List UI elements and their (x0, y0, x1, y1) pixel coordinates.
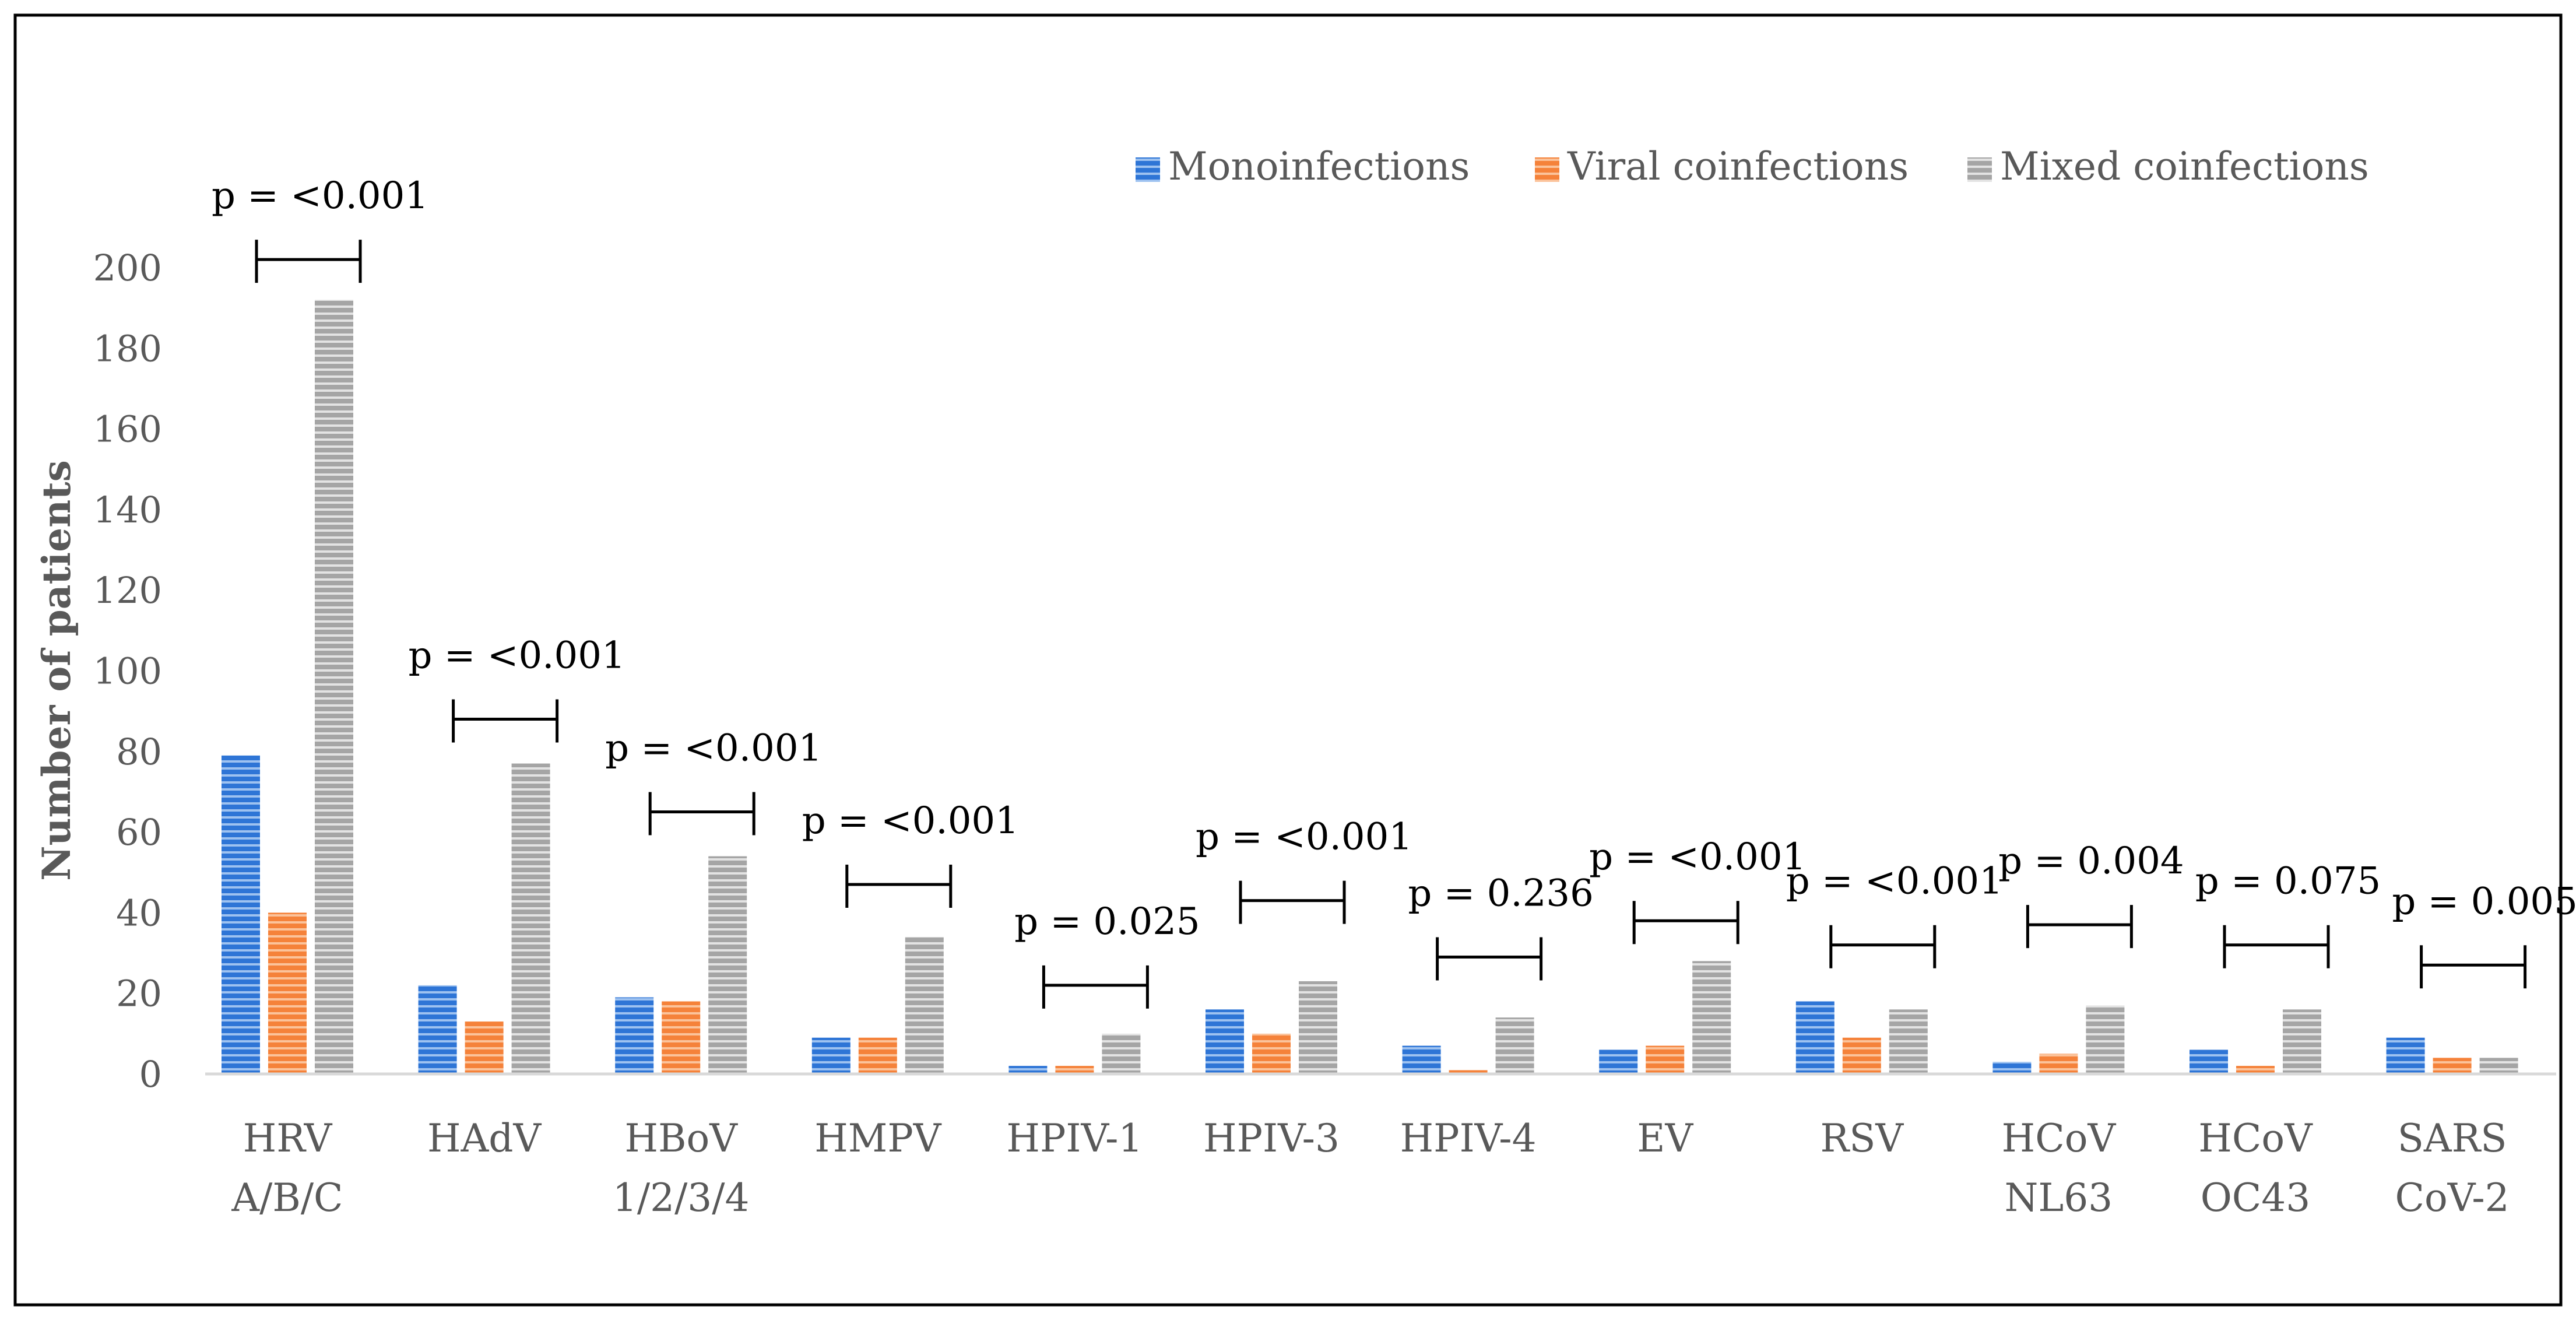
bar-monoinfections (2386, 1037, 2425, 1074)
p-value-annotation: p = 0.025 (1014, 900, 1200, 943)
bar-viral-coinfections (1252, 1033, 1291, 1074)
category-label: NL63 (2005, 1175, 2113, 1220)
category-label: A/B/C (231, 1175, 343, 1220)
bar-mixed-coinfections (2479, 1058, 2518, 1074)
bar-viral-coinfections (268, 912, 307, 1074)
bar-viral-coinfections (858, 1037, 897, 1074)
y-tick-label: 120 (93, 569, 162, 612)
bar-monoinfections (418, 985, 457, 1074)
bar-viral-coinfections (1449, 1070, 1488, 1074)
bar-monoinfections (222, 755, 260, 1074)
category-label: HAdV (427, 1116, 542, 1161)
y-tick-label: 200 (93, 247, 162, 289)
p-value-annotation: p = <0.001 (802, 799, 1019, 842)
p-value-annotation: p = <0.001 (1589, 835, 1806, 879)
y-tick-label: 40 (116, 891, 162, 934)
bar-mixed-coinfections (1889, 1009, 1928, 1074)
y-tick-label: 100 (93, 650, 162, 693)
p-value-annotation: p = <0.001 (212, 174, 428, 217)
p-value-annotation: p = <0.001 (1196, 816, 1412, 859)
bar-mixed-coinfections (1495, 1017, 1534, 1074)
legend-swatch-mixed-coinfections (1967, 157, 1992, 182)
legend-label: Mixed coinfections (2000, 144, 2369, 189)
p-value-annotation: p = <0.001 (605, 727, 822, 770)
bar-monoinfections (615, 997, 654, 1074)
bar-mixed-coinfections (1692, 961, 1731, 1074)
category-label: HMPV (814, 1116, 942, 1161)
bar-monoinfections (1206, 1009, 1244, 1074)
bar-mixed-coinfections (2086, 1005, 2125, 1074)
bar-viral-coinfections (2039, 1054, 2078, 1074)
legend-swatch-monoinfections (1136, 157, 1160, 182)
bar-monoinfections (1795, 1001, 1835, 1074)
category-label: EV (1637, 1116, 1693, 1161)
p-value-annotation: p = 0.075 (2195, 860, 2381, 903)
p-value-annotation: p = 0.005 (2392, 880, 2576, 923)
category-label: HRV (243, 1116, 333, 1161)
y-tick-label: 60 (116, 811, 162, 854)
bar-viral-coinfections (465, 1021, 504, 1074)
bar-monoinfections (1402, 1045, 1441, 1074)
y-tick-label: 140 (93, 489, 162, 531)
y-axis-title: Number of patients (34, 460, 79, 881)
bar-mixed-coinfections (511, 763, 550, 1074)
y-tick-label: 160 (93, 408, 162, 451)
y-tick-label: 20 (116, 973, 162, 1015)
p-value-annotation: p = <0.001 (409, 634, 625, 677)
category-label: HPIV-3 (1203, 1116, 1340, 1161)
bar-monoinfections (1599, 1049, 1638, 1074)
bar-monoinfections (1992, 1062, 2032, 1074)
legend-swatch-viral-coinfections (1535, 157, 1559, 182)
p-value-annotation: p = <0.001 (1786, 860, 2003, 903)
category-label: HBoV (624, 1116, 738, 1161)
y-tick-label: 180 (93, 327, 162, 370)
bar-monoinfections (2190, 1049, 2228, 1074)
category-label: HCoV (2002, 1116, 2117, 1161)
bar-monoinfections (1008, 1066, 1048, 1074)
bar-viral-coinfections (1842, 1037, 1881, 1074)
category-label: 1/2/3/4 (613, 1175, 750, 1220)
bar-mixed-coinfections (708, 856, 747, 1074)
p-value-annotation: p = 0.004 (1998, 840, 2184, 883)
bar-mixed-coinfections (905, 936, 944, 1074)
bar-mixed-coinfections (2283, 1009, 2321, 1074)
category-label: OC43 (2201, 1175, 2311, 1220)
bar-mixed-coinfections (1299, 981, 1337, 1074)
chart-frame (13, 13, 2563, 1307)
bar-mixed-coinfections (315, 300, 353, 1074)
bar-viral-coinfections (1646, 1045, 1685, 1074)
category-label: RSV (1821, 1116, 1904, 1161)
bar-viral-coinfections (2236, 1066, 2275, 1074)
y-tick-label: 0 (139, 1053, 162, 1096)
legend-label: Monoinfections (1168, 144, 1470, 189)
bar-mixed-coinfections (1102, 1033, 1141, 1074)
bar-viral-coinfections (662, 1001, 701, 1074)
category-label: HPIV-4 (1400, 1116, 1537, 1161)
legend-label: Viral coinfections (1567, 144, 1909, 189)
category-label: HPIV-1 (1006, 1116, 1143, 1161)
bar-monoinfections (811, 1037, 851, 1074)
bar-viral-coinfections (2433, 1058, 2472, 1074)
category-label: CoV-2 (2395, 1175, 2510, 1220)
category-label: SARS (2398, 1116, 2507, 1161)
category-label: HCoV (2198, 1116, 2313, 1161)
y-tick-label: 80 (116, 731, 162, 773)
bar-viral-coinfections (1055, 1066, 1094, 1074)
p-value-annotation: p = 0.236 (1408, 872, 1594, 915)
